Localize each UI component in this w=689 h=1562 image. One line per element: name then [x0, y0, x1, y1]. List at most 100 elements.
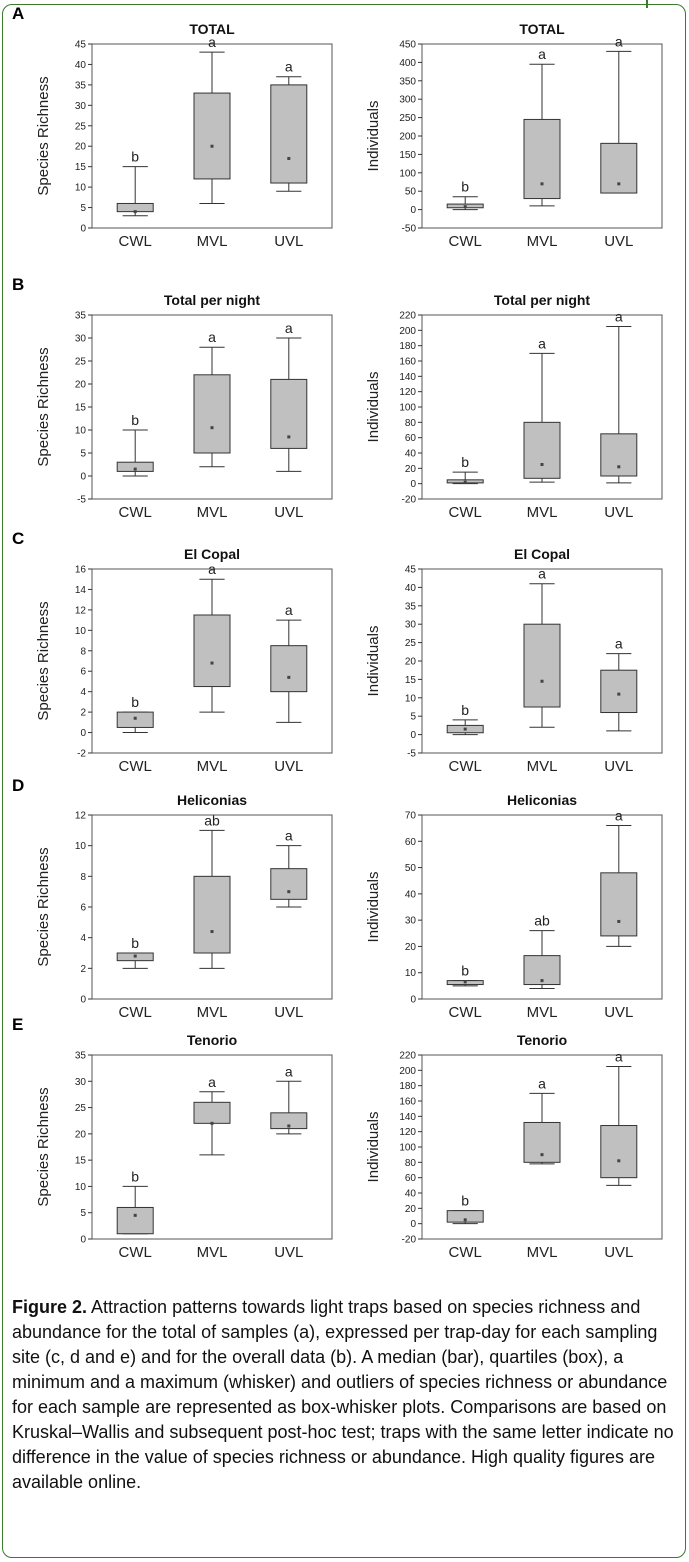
y-tick-label: 25 — [75, 1103, 87, 1114]
x-category-label: UVL — [604, 504, 633, 521]
y-tick-label: 80 — [405, 418, 417, 429]
x-category-label: CWL — [119, 233, 152, 250]
mean-marker — [463, 980, 467, 984]
x-category-label: UVL — [274, 758, 303, 775]
quartile-box — [193, 875, 231, 954]
chart-title: Tenorio — [187, 1032, 237, 1048]
quartile-box — [600, 1125, 638, 1179]
quartile-box — [446, 1210, 484, 1223]
y-tick-label: 0 — [410, 479, 416, 490]
quartile-box — [600, 669, 638, 714]
significance-letter: b — [461, 702, 469, 718]
mean-marker — [463, 1218, 467, 1222]
x-category-label: MVL — [527, 758, 558, 775]
significance-letter: a — [285, 828, 293, 844]
box-uvl: a — [270, 320, 308, 472]
box-chart-6: Heliconias Species Richness 0 2 4 6 8 10 12 b CWL a… — [35, 792, 333, 1021]
box-mvl: a — [193, 561, 231, 713]
box-mvl: a — [193, 34, 231, 204]
chart-title: Heliconias — [177, 792, 247, 808]
mean-marker — [463, 205, 467, 209]
box-cwl: b — [116, 694, 154, 734]
y-tick-label: 20 — [75, 142, 87, 153]
mean-marker — [210, 426, 214, 430]
mean-marker — [540, 1153, 544, 1157]
chart-title: Tenorio — [517, 1032, 567, 1048]
box-chart-0: TOTAL Species Richness 0 5 10 15 20 25 30 35 40 45 b… — [35, 21, 333, 250]
quartile-box — [523, 1121, 561, 1163]
x-category-label: MVL — [527, 504, 558, 521]
box-cwl: b — [116, 1168, 154, 1235]
box-cwl: b — [116, 149, 154, 217]
significance-letter: b — [461, 454, 469, 470]
y-tick-label: -20 — [402, 495, 417, 506]
box-uvl: a — [600, 808, 638, 947]
mean-marker — [540, 463, 544, 466]
y-tick-label: 200 — [399, 132, 416, 143]
y-tick-label: 5 — [80, 203, 86, 214]
quartile-box — [193, 614, 231, 688]
quartile-box — [523, 421, 561, 479]
x-category-label: UVL — [604, 1244, 633, 1261]
chart-title: Heliconias — [507, 792, 577, 808]
y-tick-label: 45 — [75, 40, 87, 51]
y-tick-label: 50 — [405, 187, 417, 198]
chart-title: El Copal — [514, 546, 570, 562]
frame-corner-tick — [646, 0, 648, 8]
box-mvl: a — [193, 1074, 231, 1156]
x-category-label: UVL — [274, 1244, 303, 1261]
quartile-box — [270, 84, 308, 184]
x-category-label: CWL — [119, 504, 152, 521]
quartile-box — [193, 1101, 231, 1124]
box-chart-4: El Copal Species Richness -2 0 2 4 6 8 10 12 14 16 b… — [35, 546, 333, 775]
y-tick-label: 45 — [405, 565, 417, 576]
significance-letter: a — [208, 561, 216, 577]
significance-letter: a — [538, 335, 546, 351]
box-mvl: a — [193, 329, 231, 468]
significance-letter: ab — [204, 812, 220, 828]
box-chart-5: El Copal Individuals -5 0 5 10 15 20 25 30 35 40 45 b… — [365, 546, 663, 775]
y-axis-label: Species Richness — [35, 347, 52, 466]
y-tick-label: 16 — [75, 565, 87, 576]
y-tick-label: 0 — [80, 224, 86, 235]
x-category-label: CWL — [119, 1244, 152, 1261]
box-cwl: b — [446, 179, 484, 211]
x-category-label: MVL — [197, 233, 228, 250]
box-cwl: b — [116, 935, 154, 969]
quartile-box — [523, 118, 561, 200]
y-tick-label: 50 — [405, 863, 417, 874]
box-mvl: ab — [193, 812, 231, 969]
y-tick-label: 0 — [410, 205, 416, 216]
y-tick-label: 15 — [75, 1156, 87, 1167]
x-category-label: UVL — [604, 1004, 633, 1021]
figure-caption: Figure 2. Attraction patterns towards li… — [12, 1295, 674, 1495]
y-axis-label: Individuals — [365, 101, 382, 172]
y-tick-label: 25 — [405, 638, 417, 649]
y-tick-label: 10 — [75, 841, 87, 852]
box-cwl: b — [446, 1193, 484, 1225]
y-tick-label: 8 — [80, 872, 86, 883]
box-cwl: b — [446, 702, 484, 736]
y-tick-label: 15 — [75, 162, 87, 173]
y-tick-label: -5 — [407, 749, 416, 760]
mean-marker — [617, 692, 621, 696]
x-category-label: MVL — [527, 1004, 558, 1021]
y-tick-label: -50 — [402, 224, 417, 235]
y-tick-label: 40 — [405, 889, 417, 900]
chart-title: El Copal — [184, 546, 240, 562]
mean-marker — [210, 661, 214, 665]
y-tick-label: 450 — [399, 40, 416, 51]
y-tick-label: 20 — [405, 942, 417, 953]
mean-marker — [287, 675, 291, 679]
figure-frame — [2, 4, 686, 1558]
mean-marker — [617, 182, 621, 186]
significance-letter: a — [538, 46, 546, 62]
y-tick-label: 12 — [75, 811, 87, 822]
y-tick-label: 100 — [399, 1143, 416, 1154]
y-axis-label: Individuals — [365, 626, 382, 697]
box-uvl: a — [270, 59, 308, 192]
x-category-label: CWL — [449, 758, 482, 775]
y-tick-label: 5 — [80, 1208, 86, 1219]
y-tick-label: 30 — [75, 1077, 87, 1088]
quartile-box — [193, 92, 231, 180]
